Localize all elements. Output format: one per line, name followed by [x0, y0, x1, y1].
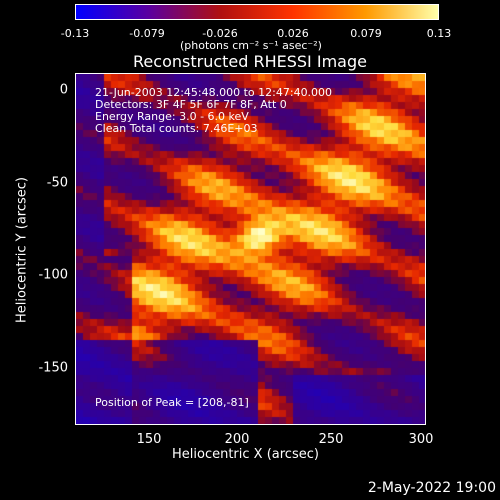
y-axis-label: Heliocentric Y (arcsec) [14, 177, 30, 323]
x-tick-label: 250 [318, 432, 344, 447]
annotation-detectors: Detectors: 3F 4F 5F 6F 7F 8F, Att 0 [95, 98, 287, 111]
x-tick-label: 300 [408, 432, 434, 447]
y-tick-label: 0 [59, 82, 68, 98]
annotation-energy: Energy Range: 3.0 - 6.0 keV [95, 110, 249, 123]
colorbar-tick: -0.079 [129, 27, 165, 40]
timestamp: 2-May-2022 19:00 [367, 480, 496, 496]
colorbar-tick: 0.026 [277, 27, 309, 40]
y-tick-label: -100 [38, 267, 68, 283]
annotation-time: 21-Jun-2003 12:45:48.000 to 12:47:40.000 [95, 86, 333, 99]
x-tick-label: 200 [224, 432, 250, 447]
heatmap-image [76, 74, 425, 424]
x-axis-label: Heliocentric X (arcsec) [172, 447, 319, 462]
colorbar-tick: -0.026 [202, 27, 238, 40]
colorbar-tick: 0.079 [350, 27, 382, 40]
colorbar [75, 4, 439, 20]
peak-label: Position of Peak = [208,-81] [95, 396, 249, 409]
colorbar-tick: -0.13 [60, 27, 90, 40]
y-tick-label: -150 [38, 360, 68, 376]
colorbar-tick: 0.13 [426, 27, 452, 40]
y-tick-label: -50 [46, 175, 68, 191]
chart-title: Reconstructed RHESSI Image [133, 52, 367, 71]
x-tick-label: 150 [136, 432, 162, 447]
annotation-clean: Clean Total counts: 7.46E+03 [95, 122, 258, 135]
plot-area [75, 73, 426, 425]
colorbar-unit: (photons cm⁻² s⁻¹ asec⁻²) [180, 39, 322, 52]
